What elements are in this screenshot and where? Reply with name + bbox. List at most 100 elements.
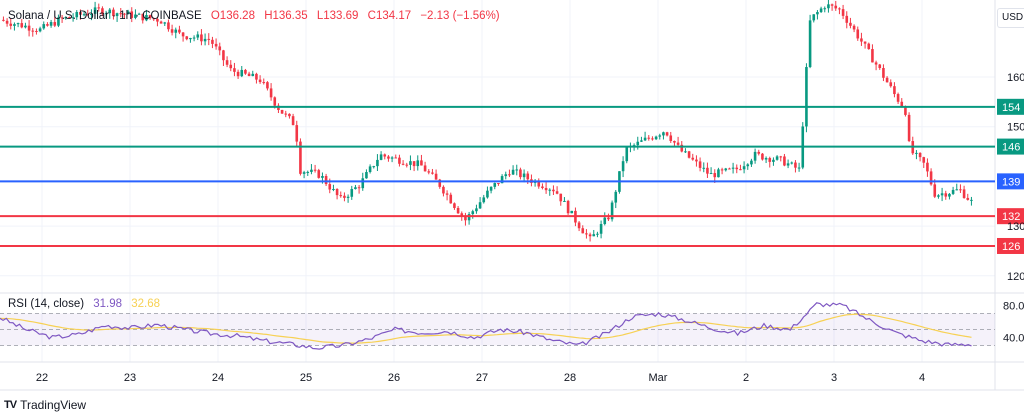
candle-body xyxy=(42,24,46,29)
candle-body xyxy=(959,189,962,191)
candle-body xyxy=(405,164,409,166)
candle-body xyxy=(170,29,174,33)
candle-body xyxy=(794,162,797,168)
level-badge-126 xyxy=(997,237,1024,254)
candle-body xyxy=(845,15,849,23)
candle-body xyxy=(317,170,321,178)
candle-body xyxy=(720,169,724,171)
candle-body xyxy=(211,39,214,44)
candle-body xyxy=(24,25,27,28)
candle-body xyxy=(896,94,900,102)
candle-body xyxy=(64,17,68,19)
candle-body xyxy=(596,233,599,235)
ohlc-high: H136.35 xyxy=(264,10,308,22)
candle-body xyxy=(401,163,405,165)
level-label-146: 146 xyxy=(1002,142,1020,154)
brand-name: TradingView xyxy=(20,398,87,412)
candle-body xyxy=(728,168,731,170)
candle-body xyxy=(592,234,596,237)
candle-body xyxy=(57,17,60,26)
candle-body xyxy=(71,17,75,19)
candle-body xyxy=(247,73,251,77)
level-badge-154 xyxy=(997,98,1024,115)
candle-body xyxy=(5,20,9,24)
candle-body xyxy=(310,169,313,172)
candle-body xyxy=(229,64,233,69)
candle-body xyxy=(841,9,845,16)
candle-body xyxy=(156,18,159,22)
candle-body xyxy=(299,141,302,174)
candle-body xyxy=(431,172,434,174)
candle-body xyxy=(823,8,827,10)
candle-body xyxy=(82,14,86,16)
price-tick: 120 xyxy=(1007,271,1024,283)
candle-body xyxy=(291,116,295,126)
candle-body xyxy=(115,13,119,17)
candle-body xyxy=(816,12,819,15)
candle-body xyxy=(944,193,948,197)
candle-body xyxy=(442,186,445,194)
candle-body xyxy=(731,167,735,169)
candle-body xyxy=(651,138,654,140)
ohlc-change: −2.13 (−1.56%) xyxy=(420,10,500,22)
candle-body xyxy=(49,22,53,26)
price-tick: 160 xyxy=(1007,72,1024,84)
candle-body xyxy=(812,14,816,21)
candle-body xyxy=(970,199,973,201)
candle-body xyxy=(130,11,134,18)
candle-body xyxy=(97,7,101,9)
candle-body xyxy=(915,152,918,154)
candle-body xyxy=(654,136,658,140)
candle-body xyxy=(779,156,783,158)
candle-body xyxy=(266,82,269,89)
candle-body xyxy=(456,207,460,214)
candle-body xyxy=(346,196,350,198)
candle-body xyxy=(702,167,706,169)
candle-body xyxy=(262,82,266,84)
candle-body xyxy=(86,14,90,16)
candle-body xyxy=(489,186,493,191)
candle-body xyxy=(453,203,456,208)
time-tick: 23 xyxy=(124,372,136,384)
candle-body xyxy=(951,189,955,194)
candle-body xyxy=(328,184,332,190)
candle-body xyxy=(68,17,71,19)
candle-body xyxy=(13,24,16,26)
candle-body xyxy=(167,22,170,30)
candle-body xyxy=(922,157,926,163)
candle-body xyxy=(38,28,42,32)
candle-body xyxy=(313,169,317,171)
candle-body xyxy=(152,18,156,20)
candle-body xyxy=(757,151,761,154)
candle-body xyxy=(350,189,354,197)
tradingview-logo[interactable]: TV TradingView xyxy=(4,398,86,412)
ohlc-low: L133.69 xyxy=(316,10,359,22)
candle-body xyxy=(288,113,291,117)
candle-body xyxy=(112,9,115,17)
rsi-ma-value: 32.68 xyxy=(131,298,161,310)
symbol-title[interactable]: Solana / U.S. Dollar · 1h · COINBASE xyxy=(8,10,202,22)
level-label-126: 126 xyxy=(1002,241,1020,253)
candle-body xyxy=(90,13,93,16)
time-tick: 22 xyxy=(36,372,48,384)
candle-body xyxy=(412,161,416,167)
candle-body xyxy=(464,215,467,221)
rsi-tick: 40.00 xyxy=(1003,333,1024,345)
candle-body xyxy=(933,184,937,197)
candle-body xyxy=(361,178,365,189)
rsi-label[interactable]: RSI (14, close) xyxy=(8,298,85,310)
candle-body xyxy=(438,179,442,187)
time-tick: 24 xyxy=(212,372,224,384)
candle-body xyxy=(669,135,673,142)
candle-body xyxy=(236,71,240,77)
level-label-132: 132 xyxy=(1002,211,1020,223)
candle-body xyxy=(27,25,31,31)
candle-body xyxy=(541,186,544,188)
currency-button[interactable]: USD xyxy=(997,8,1024,28)
candle-body xyxy=(2,19,5,21)
candle-body xyxy=(284,113,288,115)
time-tick: Mar xyxy=(649,372,668,384)
candle-body xyxy=(885,77,889,83)
candle-body xyxy=(695,159,698,162)
